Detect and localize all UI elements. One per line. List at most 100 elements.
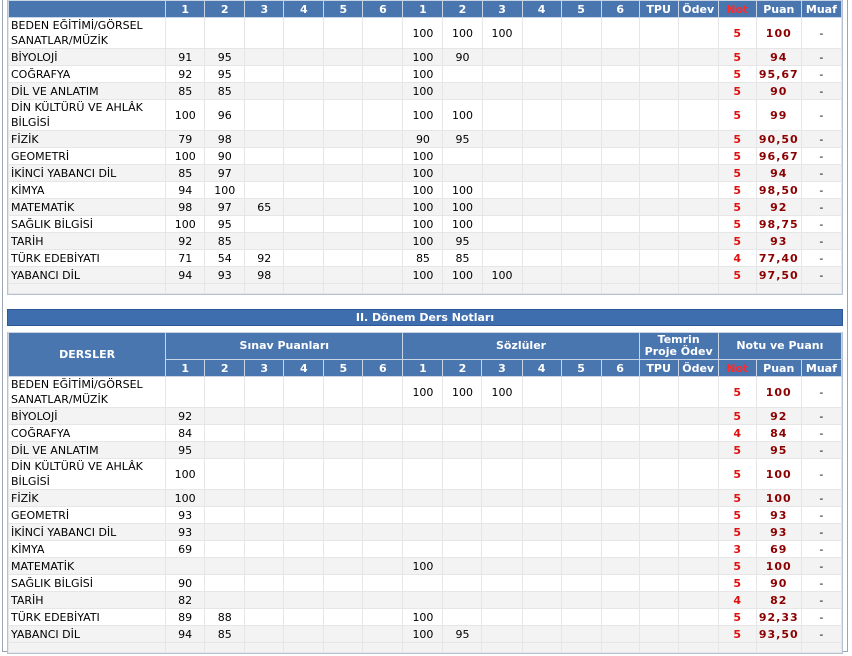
subheader-cell: 4	[521, 359, 562, 377]
subject-name: FİZİK	[7, 130, 167, 148]
score: 95	[442, 232, 483, 250]
subject-name: DİL VE ANLATIM	[7, 441, 167, 459]
grade-not: 5	[717, 82, 757, 100]
score	[481, 625, 523, 643]
spacer-cell	[323, 642, 364, 653]
grade-row: COĞRAFYA 92 95 100 5 95,67-	[7, 65, 843, 83]
muaf: -	[800, 215, 843, 233]
spacer-cell	[165, 283, 206, 294]
score: 100	[481, 376, 523, 408]
score: 100	[402, 181, 444, 199]
score	[283, 232, 325, 250]
spacer-cell	[521, 283, 562, 294]
score	[677, 424, 719, 442]
score	[283, 65, 325, 83]
grade-puan: 92,33	[755, 608, 802, 626]
score: 90	[442, 48, 483, 66]
spacer-cell	[283, 642, 325, 653]
score	[560, 424, 602, 442]
spacer-cell	[717, 642, 757, 653]
spacer-cell	[165, 642, 206, 653]
grade-not: 4	[717, 591, 757, 609]
score: 100	[402, 198, 444, 216]
score	[362, 249, 404, 267]
score	[600, 574, 640, 592]
spacer-cell	[481, 642, 523, 653]
score: 94	[165, 266, 206, 284]
semester1-panel: 1 2 3 4 5 6 1 2 3 4 5 6 TPU Ödev Not Puan Muaf BEDEN EĞİT…	[7, 0, 843, 295]
score	[560, 232, 602, 250]
score	[677, 82, 719, 100]
header-cell: Sınav Puanları	[165, 332, 404, 360]
score	[323, 574, 364, 592]
muaf: -	[800, 181, 843, 199]
score	[323, 232, 364, 250]
score	[600, 130, 640, 148]
score	[560, 17, 602, 49]
muaf: -	[800, 17, 843, 49]
grade-not: 5	[717, 376, 757, 408]
spacer-row	[7, 283, 843, 294]
muaf: -	[800, 164, 843, 182]
score: 100	[442, 99, 483, 131]
score: 100	[402, 376, 444, 408]
score	[600, 458, 640, 490]
grade-not: 5	[717, 198, 757, 216]
score	[521, 441, 562, 459]
score	[560, 506, 602, 524]
score	[204, 557, 246, 575]
score: 85	[204, 625, 246, 643]
subheader-cell: 1	[402, 359, 444, 377]
score	[165, 557, 206, 575]
score	[362, 489, 404, 507]
score	[600, 48, 640, 66]
score	[521, 232, 562, 250]
score: 54	[204, 249, 246, 267]
score	[402, 574, 444, 592]
score	[283, 407, 325, 425]
score	[204, 489, 246, 507]
score	[677, 376, 719, 408]
score	[323, 266, 364, 284]
score	[560, 48, 602, 66]
score	[283, 215, 325, 233]
score	[560, 376, 602, 408]
score	[521, 130, 562, 148]
score: 97	[204, 164, 246, 182]
grade-row: BEDEN EĞİTİMİ/GÖRSEL SANATLAR/MÜZİK 100 10…	[7, 17, 843, 49]
score	[244, 506, 285, 524]
score: 100	[402, 147, 444, 165]
score	[560, 608, 602, 626]
grade-puan: 100	[755, 458, 802, 490]
spacer-cell	[362, 642, 404, 653]
score	[481, 147, 523, 165]
score: 94	[165, 625, 206, 643]
score	[481, 99, 523, 131]
score	[402, 506, 444, 524]
semester2-panel: DERSLER Sınav Puanları Sözlüler Temrin Proj…	[7, 332, 843, 654]
score	[560, 523, 602, 541]
score	[677, 574, 719, 592]
score	[323, 441, 364, 459]
score	[677, 591, 719, 609]
score: 98	[204, 130, 246, 148]
score	[600, 266, 640, 284]
score	[521, 608, 562, 626]
score	[204, 441, 246, 459]
subject-name: TARİH	[7, 232, 167, 250]
muaf: -	[800, 65, 843, 83]
grade-not: 5	[717, 17, 757, 49]
spacer-cell	[204, 642, 246, 653]
muaf: -	[800, 557, 843, 575]
score	[442, 591, 483, 609]
score: 92	[244, 249, 285, 267]
semester2-table: DERSLER Sınav Puanları Sözlüler Temrin Proj…	[7, 332, 843, 653]
score	[560, 181, 602, 199]
grade-row: MATEMATİK 100 5 100-	[7, 557, 843, 575]
score: 94	[165, 181, 206, 199]
score	[244, 99, 285, 131]
header-cell: Notu ve Puanı	[717, 332, 843, 360]
grade-not: 5	[717, 506, 757, 524]
score	[362, 424, 404, 442]
grade-row: GEOMETRİ 100 90 100 5 96,67-	[7, 147, 843, 165]
